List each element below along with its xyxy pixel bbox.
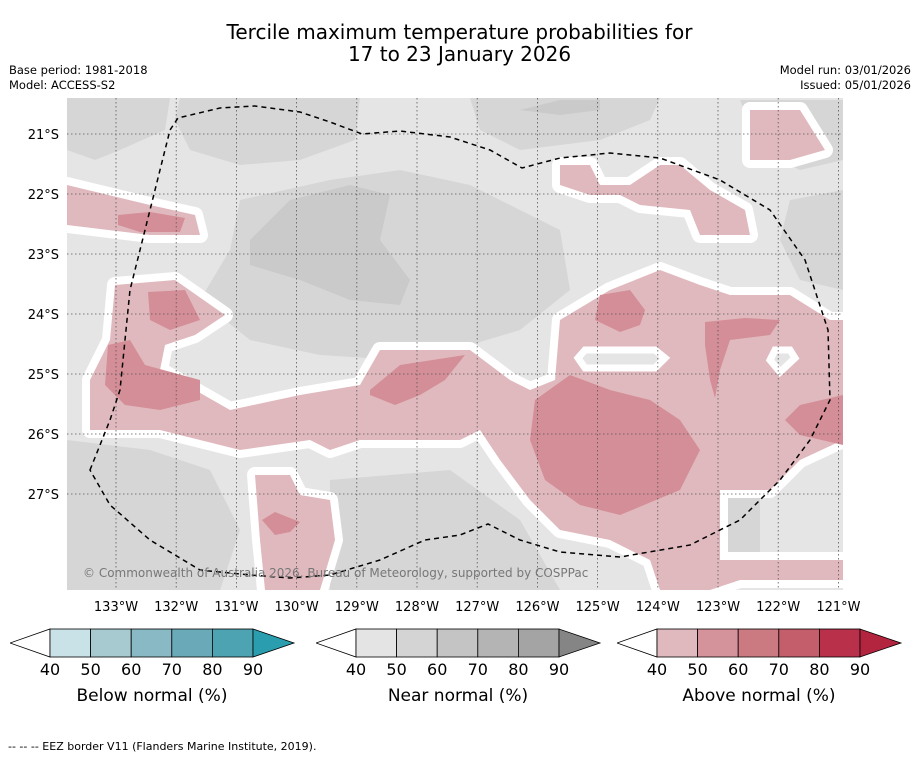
- map-fill-layer: [67, 98, 843, 590]
- copyright-notice: © Commonwealth of Australia 2026, Bureau…: [83, 566, 588, 580]
- eez-footer-note: -- -- -- EEZ border V11 (Flanders Marine…: [8, 740, 317, 753]
- near-normal-holes: [573, 346, 800, 378]
- probability-map: 21°S22°S23°S24°S25°S26°S27°S 133°W 132°W 1…: [28, 98, 861, 615]
- map-title-line1: Tercile maximum temperature probabilitie…: [226, 20, 693, 44]
- lon-label: 130°W: [275, 600, 319, 615]
- colorbar-min-extend: [316, 628, 357, 658]
- colorbar-segment: [396, 628, 438, 658]
- gridlines: [67, 98, 843, 590]
- colorbar-tick: 80: [809, 660, 830, 679]
- colorbar-segment: [656, 628, 698, 658]
- colorbar-segment: [211, 628, 254, 658]
- colorbar-segment: [171, 628, 213, 658]
- colorbar-segment: [90, 628, 132, 658]
- colorbar-tick: 50: [80, 660, 101, 679]
- colorbar-tick: 50: [386, 660, 407, 679]
- map-title-line2: 17 to 23 January 2026: [347, 42, 572, 66]
- below-normal-colorbar: [10, 628, 296, 658]
- colorbar-tick: 50: [687, 660, 708, 679]
- colorbar-segment: [818, 628, 861, 658]
- base-period: Base period: 1981-2018: [9, 63, 148, 77]
- near-normal-60-area: [250, 100, 600, 305]
- colorbar-tick: 60: [121, 660, 142, 679]
- below-normal-colorbar-label: Below normal (%): [76, 686, 228, 706]
- lon-label: 126°W: [515, 600, 559, 615]
- colorbar-tick: 60: [427, 660, 448, 679]
- latitude-labels: 21°S 22°S 23°S 24°S 25°S 26°S 27°S: [28, 128, 59, 503]
- lat-label: 22°S: [28, 188, 59, 203]
- lat-label: 26°S: [28, 428, 59, 443]
- colorbar-segment: [49, 628, 91, 658]
- lon-label: 133°W: [94, 600, 138, 615]
- lat-label: 27°S: [28, 488, 59, 503]
- lat-label: 23°S: [28, 248, 59, 263]
- colorbar-tick: 40: [39, 660, 61, 679]
- colorbar-min-extend: [10, 628, 51, 658]
- colorbar-tick: 90: [548, 660, 570, 679]
- colorbar-tick: 60: [728, 660, 749, 679]
- colorbar-segment: [778, 628, 820, 658]
- colorbar-segment: [697, 628, 739, 658]
- colorbar-tick: 80: [508, 660, 529, 679]
- colorbar-max-extend: [252, 628, 296, 658]
- colorbar-segment: [130, 628, 173, 658]
- above-normal-colorbar: [617, 628, 903, 658]
- lon-label: 124°W: [636, 600, 680, 615]
- colorbar-max-extend: [558, 628, 602, 658]
- model-run: Model run: 03/01/2026: [779, 63, 911, 77]
- colorbar-segment: [517, 628, 560, 658]
- model-name: Model: ACCESS-S2: [9, 78, 116, 92]
- colorbar-tick: 70: [768, 660, 789, 679]
- colorbar-tick: 70: [467, 660, 488, 679]
- lat-label: 25°S: [28, 368, 59, 383]
- colorbar-min-extend: [617, 628, 658, 658]
- colorbar-segment: [737, 628, 780, 658]
- lat-label: 21°S: [28, 128, 59, 143]
- lon-label: 131°W: [214, 600, 258, 615]
- lon-label: 127°W: [455, 600, 499, 615]
- issued-date: Issued: 05/01/2026: [800, 78, 911, 92]
- above-normal-colorbar-label: Above normal (%): [682, 686, 836, 706]
- colorbar-tick: 70: [161, 660, 182, 679]
- longitude-labels: 133°W 132°W 131°W 130°W 129°W 128°W 127°W 126°W…: [94, 600, 861, 615]
- lon-label: 129°W: [335, 600, 379, 615]
- lon-label: 121°W: [816, 600, 860, 615]
- colorbar-tick: 90: [242, 660, 264, 679]
- lon-label: 123°W: [696, 600, 740, 615]
- near-normal-colorbar: [316, 628, 602, 658]
- lon-label: 122°W: [756, 600, 800, 615]
- colorbar-tick: 90: [849, 660, 871, 679]
- lon-label: 132°W: [154, 600, 198, 615]
- colorbar-tick: 40: [646, 660, 668, 679]
- colorbar-tick: 80: [202, 660, 223, 679]
- eez-border: [89, 105, 831, 579]
- colorbar-tick: 40: [345, 660, 367, 679]
- colorbar-segment: [477, 628, 519, 658]
- lon-label: 128°W: [395, 600, 439, 615]
- near-normal-colorbar-label: Near normal (%): [387, 686, 529, 706]
- colorbar-segment: [436, 628, 479, 658]
- colorbar-max-extend: [859, 628, 903, 658]
- lon-label: 125°W: [576, 600, 620, 615]
- colorbar-segment: [355, 628, 397, 658]
- lat-label: 24°S: [28, 308, 59, 323]
